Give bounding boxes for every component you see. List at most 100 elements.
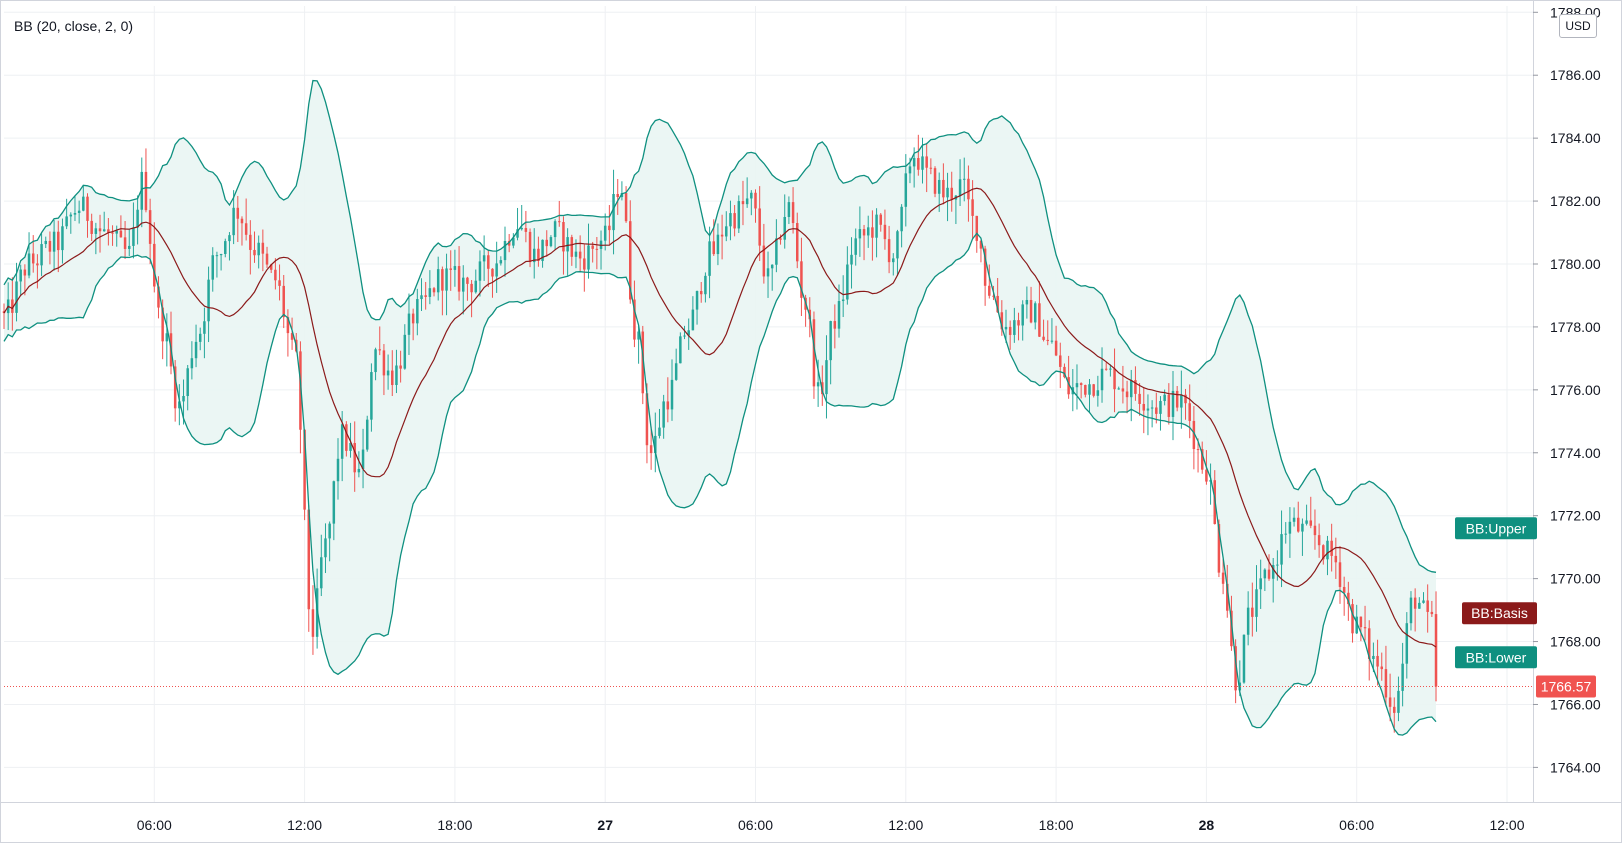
candle-body-down: [1134, 380, 1137, 394]
candle-body-down: [1330, 540, 1333, 556]
candle-body-down: [1046, 339, 1050, 341]
candle-body-up: [1409, 597, 1413, 624]
last-price-box: [1536, 675, 1596, 698]
candle-body-up: [679, 336, 682, 364]
candle-body-up: [77, 210, 81, 213]
candle-body-up: [549, 237, 553, 247]
candle-body-up: [1033, 303, 1037, 323]
candle-body-up: [115, 230, 118, 234]
candle-body-up: [1246, 607, 1250, 635]
candle-body-down: [1251, 607, 1254, 617]
candle-body-up: [407, 313, 411, 335]
candle-body-down: [23, 269, 27, 276]
x-tick-label: 12:00: [888, 817, 923, 833]
candle-body-down: [925, 156, 928, 168]
candle-body-down: [1367, 628, 1371, 659]
candle-body-up: [215, 255, 219, 257]
last-price-text: 1766.57: [1541, 679, 1592, 695]
candle-body-up: [370, 372, 373, 420]
candle-body-down: [1175, 390, 1179, 408]
candle-body-down: [887, 239, 891, 263]
candle-body-down: [378, 349, 382, 351]
candle-body-up: [725, 226, 728, 237]
candle-body-up: [566, 237, 569, 252]
candle-body-down: [282, 285, 285, 318]
candle-body-down: [733, 213, 736, 229]
candle-body-down: [1017, 320, 1020, 326]
indicator-title[interactable]: BB (20, close, 2, 0): [14, 18, 134, 34]
candle-body-down: [812, 319, 816, 387]
candle-body-down: [1426, 600, 1429, 612]
candle-body-up: [1301, 523, 1304, 532]
candle-body-down: [1038, 303, 1041, 337]
candle-body-up: [787, 202, 791, 217]
candle-body-up: [1004, 326, 1008, 330]
x-tick-label: 12:00: [287, 817, 322, 833]
candle-body-up: [365, 419, 369, 450]
candle-body-down: [645, 393, 649, 446]
candle-body-up: [186, 368, 189, 397]
x-tick-label: 06:00: [1339, 817, 1374, 833]
candle-body-up: [428, 288, 432, 297]
candle-body-down: [161, 307, 164, 342]
candle-body-down: [1063, 366, 1066, 378]
candle-body-down: [311, 609, 315, 637]
candle-body-up: [416, 299, 419, 324]
candle-body-down: [1221, 572, 1225, 584]
candle-body-down: [1393, 706, 1396, 713]
candle-body-up: [420, 295, 423, 300]
candle-body-down: [795, 223, 799, 262]
x-tick-label: 12:00: [1489, 817, 1524, 833]
candle-body-up: [19, 269, 22, 282]
candle-body-down: [1092, 384, 1095, 396]
candle-body-up: [40, 244, 43, 266]
candle-body-up: [1372, 655, 1375, 659]
candle-body-down: [507, 240, 511, 246]
candle-body-up: [257, 242, 260, 256]
candle-body-up: [1305, 520, 1308, 524]
candle-body-down: [883, 224, 887, 240]
candle-body-up: [94, 228, 98, 234]
candle-body-up: [683, 335, 686, 337]
candle-body-down: [758, 208, 761, 246]
candle-body-down: [1380, 666, 1384, 670]
candle-body-up: [637, 331, 640, 340]
y-tick-label: 1770.00: [1550, 571, 1601, 587]
candle-body-up: [44, 240, 48, 245]
candle-body-up: [858, 229, 862, 239]
candle-body-down: [261, 242, 265, 254]
currency-badge[interactable]: USD: [1559, 14, 1597, 38]
candle-body-down: [265, 253, 269, 265]
candle-body-down: [353, 442, 356, 473]
candle-body-down: [1434, 614, 1438, 687]
candle-body-up: [553, 221, 557, 238]
bb-basis-line: [3, 187, 1437, 648]
candle-body-up: [461, 277, 465, 292]
candle-body-up: [1255, 589, 1258, 617]
candle-body-up: [140, 171, 144, 210]
candle-body-up: [1422, 600, 1425, 603]
candle-body-down: [470, 283, 473, 293]
candle-body-down: [1342, 586, 1346, 593]
candle-body-up: [1129, 380, 1133, 398]
candle-body-up: [512, 237, 515, 246]
candle-body-up: [194, 341, 198, 359]
candle-body-up: [612, 194, 615, 231]
candle-body-down: [399, 365, 402, 369]
candle-body-up: [783, 216, 786, 240]
candle-body-down: [1059, 355, 1062, 367]
candle-body-down: [303, 429, 306, 510]
candle-body-up: [320, 557, 323, 589]
candle-body-down: [933, 168, 937, 194]
candle-body-down: [1142, 403, 1146, 411]
candle-body-up: [837, 301, 841, 329]
candle-body-down: [466, 277, 469, 284]
candle-body-up: [132, 227, 135, 246]
candle-body-down: [1347, 592, 1350, 605]
candle-body-up: [1025, 299, 1029, 305]
x-tick-label: 18:00: [1039, 817, 1074, 833]
candle-body-up: [603, 225, 607, 241]
candle-body-down: [111, 232, 114, 234]
